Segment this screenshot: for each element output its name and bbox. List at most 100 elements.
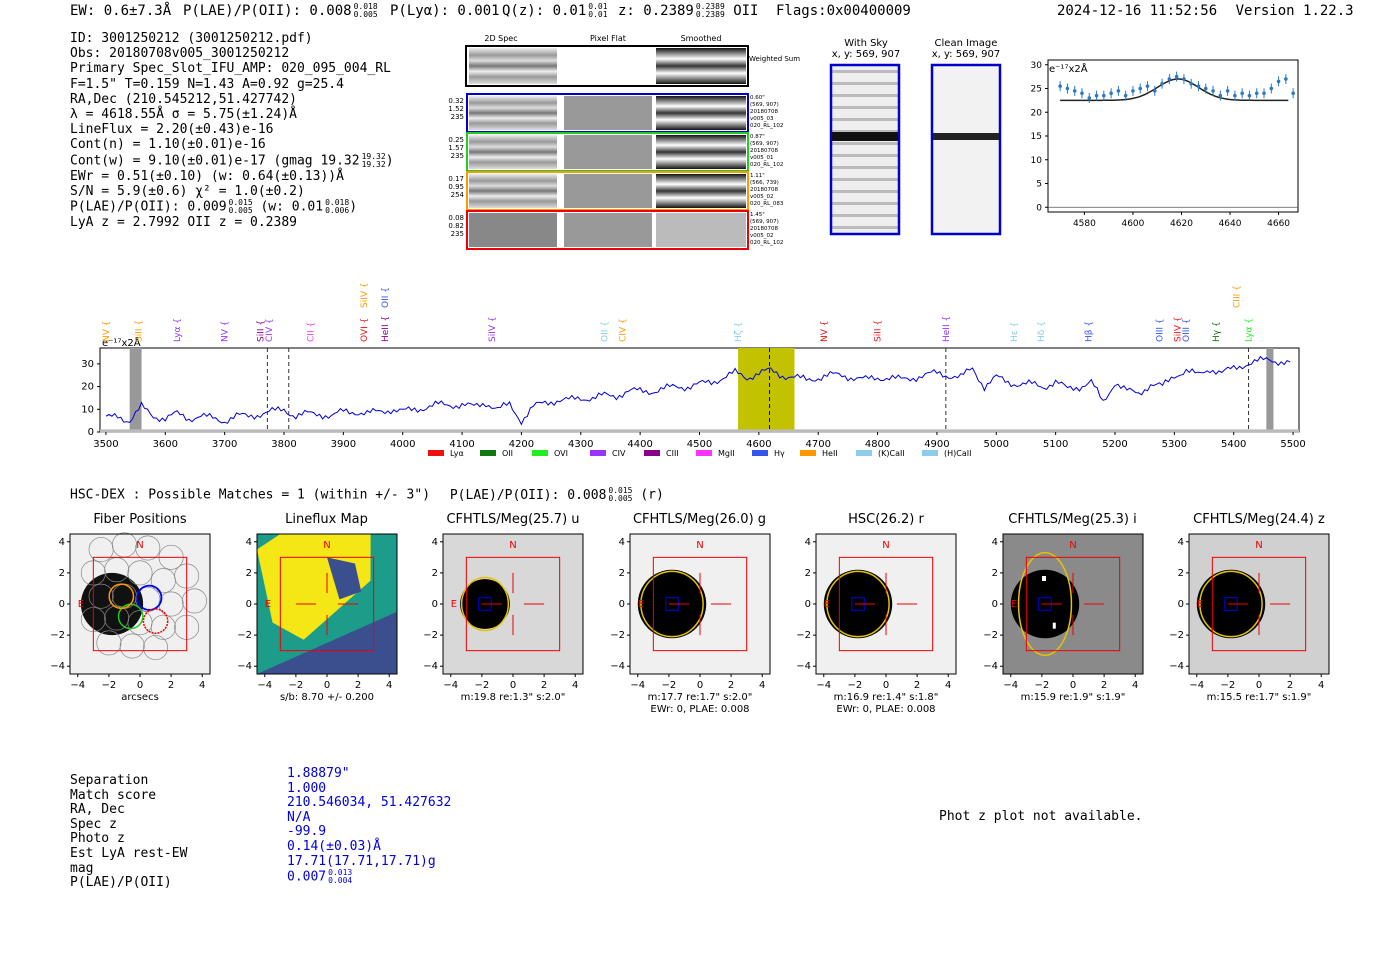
panel-ytick-label-0-1: 2 (59, 568, 65, 579)
cutout-2dspec-1 (469, 135, 557, 169)
legend-swatch-8 (856, 450, 872, 456)
header-flags: Flags:0x00400009 (776, 3, 911, 19)
match-label-radec: RA, Dec (70, 802, 125, 818)
panel-xtick-label-5-3: 2 (1100, 680, 1106, 691)
panel-xtick-label-6-1: −2 (1221, 680, 1236, 691)
panel-xtick-label-0-1: −2 (102, 680, 117, 691)
cutout-right-label-0-4: 020_RL_102 (750, 123, 783, 129)
spec-xtick-label-13: 4800 (865, 439, 890, 450)
spec-ytick-label-3: 30 (81, 359, 94, 370)
match-value-plae-text: 0.007 (287, 869, 327, 885)
cutout-2dspec-2 (469, 174, 557, 208)
header-ew: EW: 0.6±7.3Å (70, 3, 171, 19)
zoom-xtick-label-0: 4580 (1073, 219, 1096, 229)
sky-images-svg (829, 63, 1002, 236)
overlay-box-4 (838, 556, 934, 652)
panel-xtick-label-6-2: 0 (1256, 680, 1262, 691)
cutout-right-label-0-2: 20180708 (750, 109, 778, 115)
panel-ytick-label-1-2: 0 (245, 599, 251, 610)
cutout-pixelflat-1 (564, 135, 652, 169)
zoom-point-19 (1196, 84, 1201, 88)
cutout-right-label-1-1: (569, 907) (750, 141, 779, 147)
match-value-score: 1.000 (287, 780, 327, 796)
zoom-ytick-label-2: 10 (1031, 156, 1043, 166)
spec-line-label-12: Hζ { (734, 322, 744, 342)
cutout-left-label-3-0: 0.08 (448, 214, 464, 222)
panel-xtick-label-4-0: −4 (816, 680, 831, 691)
spec-xtick-label-20: 5500 (1280, 439, 1305, 450)
hsc-title-line: HSC-DEX : Possible Matches = 1 (within +… (70, 487, 664, 503)
zoom-point-27 (1254, 91, 1259, 96)
north-label-1: N (323, 540, 330, 551)
panel-title-4: HSC(26.2) r (848, 512, 924, 527)
spec-line-label-23: Lyα { (1245, 318, 1255, 342)
match-values: 1.88879" 1.000 210.546034, 51.427632 N/A… (287, 766, 451, 886)
panel-ytick-label-3-2: 0 (618, 599, 624, 610)
zoom-point-29 (1269, 86, 1274, 91)
panel-ytick-label-5-0: 4 (991, 537, 997, 548)
spec-xtick-label-10: 4500 (687, 439, 712, 450)
panel-xtick-label-0-2: 0 (137, 680, 143, 691)
cutout-left-label-1-2: 235 (451, 152, 464, 160)
header-version-text: Version 1.22.3 (1235, 3, 1354, 19)
panel-ytick-label-5-1: 2 (991, 568, 997, 579)
hsc-band: (r) (640, 487, 664, 503)
zoom-point-23 (1225, 89, 1230, 93)
zoom-point-31 (1284, 77, 1288, 81)
header-plae-hi: 0.018 (353, 2, 378, 11)
panel-5: CFHTLS/Meg(25.3) i N E −4 −2 0 2 4 4 2 0 −2 −4 m:15.9… (973, 512, 1153, 727)
info-lya-z: LyA z = 2.7992 OII z = 0.2389 (70, 215, 297, 231)
panel-ytick-label-0-4: −4 (50, 661, 65, 672)
overlay-box-5 (1025, 556, 1120, 652)
info-cont-w: Cont(w) = 9.10(±0.01)e-17 (gmag 19.32 19.… (70, 152, 394, 169)
overlay-box-2 (465, 556, 561, 652)
cutout-right-label-3-3: v005_02 (750, 233, 774, 239)
zoom-point-2 (1072, 89, 1077, 93)
spec-xtick-label-2: 3700 (212, 439, 237, 450)
spectrum-plot: e⁻¹⁷x2Å 0 10 20 30 3500 3600 3700 3800 3900 4000 4… (81, 282, 1306, 458)
spec-xtick-label-18: 5300 (1162, 439, 1187, 450)
zoom-ytick-label-4: 20 (1031, 108, 1043, 118)
weighted-sum-label: Weighted Sum (749, 55, 800, 63)
panel-xtick-label-0-4: 4 (199, 680, 205, 691)
header-qz: Q(z): 0.01 0.01 0.01 (502, 3, 608, 20)
hsc-plae: P(LAE)/P(OII): 0.008 (449, 487, 607, 503)
fiber-fourth (142, 608, 169, 634)
panel-2: CFHTLS/Meg(25.7) u N E −4 −2 0 2 4 4 2 0 −2 −4 m:19.8… (413, 512, 593, 727)
with-sky-title: With Sky x, y: 569, 907 (830, 38, 902, 60)
aperture-ellipse-4 (826, 570, 890, 638)
panel-xtick-label-6-3: 2 (1287, 680, 1293, 691)
header-plae: P(LAE)/P(OII): 0.008 0.018 0.005 (183, 2, 378, 20)
panel-caption-1: s/b: 8.70 +/- 0.200 (279, 692, 373, 703)
fiber-9 (88, 583, 114, 609)
zoom-point-3 (1080, 91, 1084, 96)
panel-ytick-label-4-3: −2 (796, 630, 811, 641)
header-plya-text: P(Lyα): 0.001 (390, 3, 500, 19)
overlay-box-0 (92, 556, 188, 652)
spec-xtick-label-5: 4000 (390, 439, 415, 450)
match-label-score: Match score (70, 787, 157, 803)
match-value-separation: 1.88879" (287, 766, 350, 781)
cutout-right-label-0-3: v005_03 (750, 116, 774, 122)
north-label-2: N (509, 540, 516, 551)
spec-line-label-20: SiIV { (1173, 316, 1183, 342)
panel-xtick-label-1-0: −4 (257, 680, 272, 691)
zoom-point-20 (1203, 86, 1208, 91)
panel-caption2-3: EWr: 0, PLAE: 0.008 (650, 704, 749, 715)
info-ewr: EWr = 0.51(±0.10) (w: 0.64(±0.13))Å (70, 168, 344, 184)
with-sky-image (829, 63, 901, 236)
north-label-3: N (696, 540, 703, 551)
lineflux-hole (326, 557, 361, 600)
col-title-pixelflat: Pixel Flat (590, 34, 626, 43)
spec-line-label-7: OVI { (360, 318, 370, 342)
panel-ytick-label-3-0: 4 (618, 537, 624, 548)
cutout-smoothed-0 (656, 96, 746, 130)
spec-xtick-label-11: 4600 (746, 439, 771, 450)
panel-xtick-label-0-3: 2 (168, 680, 174, 691)
header-datetime: 2024-12-16 11:52:56 Version 1.22.3 (1057, 3, 1354, 19)
match-plae-lo: 0.004 (328, 876, 353, 886)
fiber-17 (150, 614, 176, 640)
info-params: F=1.5" T=0.159 N=1.43 A=0.92 g=25.4 (70, 76, 344, 92)
legend-swatch-3 (590, 450, 606, 456)
